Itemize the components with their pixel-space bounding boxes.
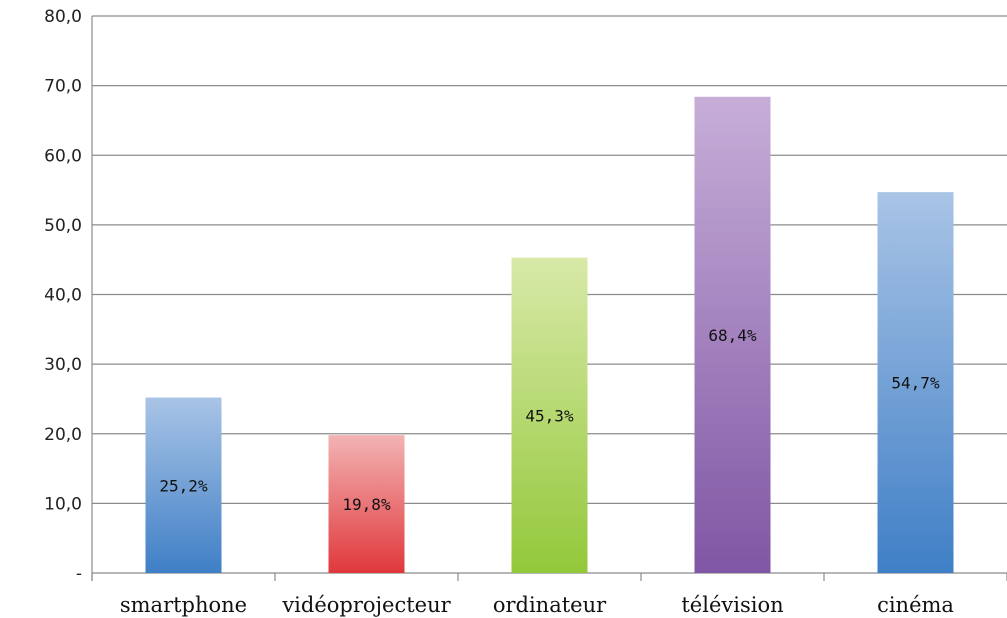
y-tick-label: 30,0 [44,355,82,375]
y-tick-label: 60,0 [44,146,82,166]
data-label: 45,3% [525,406,574,425]
bar-3 [694,96,771,573]
y-tick-labels: - 10,0 20,0 30,0 40,0 50,0 60,0 70,0 80,0 [44,7,82,584]
y-tick-label: 20,0 [44,425,82,445]
x-tick-label: ordinateur [493,593,607,617]
y-tick-label: - [76,564,82,584]
x-tick-label: vidéoprojecteur [281,593,451,617]
x-tick-label: télévision [681,593,783,617]
y-tick-label: 80,0 [44,7,82,27]
y-tick-label: 70,0 [44,77,82,97]
data-label: 25,2% [159,476,208,495]
data-label: 68,4% [708,326,757,345]
data-labels: 25,2% 19,8% 45,3% 68,4% 54,7% [159,326,940,514]
y-tick-label: 10,0 [44,494,82,514]
x-tick-labels: smartphone vidéoprojecteur ordinateur télév… [120,593,954,617]
data-label: 19,8% [342,495,391,514]
y-tick-label: 40,0 [44,286,82,306]
bars [145,96,954,573]
bar-4 [877,192,954,573]
bar-0 [145,397,222,573]
y-tick-label: 50,0 [44,216,82,236]
bar-2 [511,257,588,573]
bar-1 [328,435,405,573]
x-tick-label: cinéma [877,593,954,617]
x-tick-label: smartphone [120,593,247,617]
data-label: 54,7% [891,374,940,393]
